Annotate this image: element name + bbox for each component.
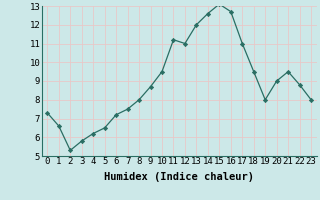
- X-axis label: Humidex (Indice chaleur): Humidex (Indice chaleur): [104, 172, 254, 182]
